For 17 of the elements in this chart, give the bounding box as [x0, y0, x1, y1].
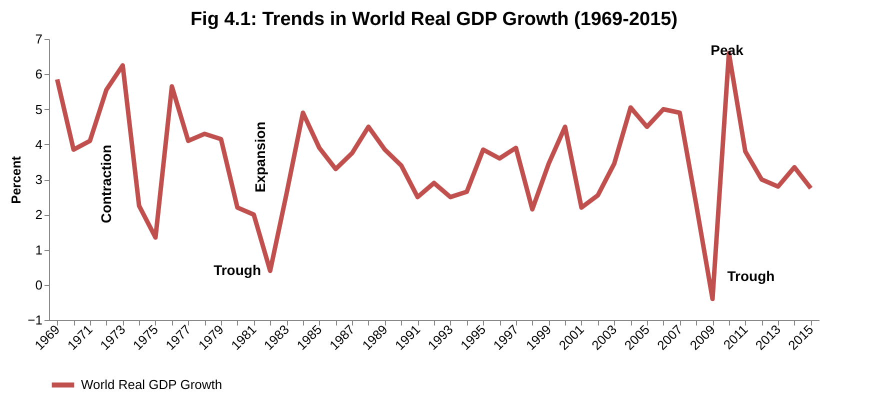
annotation: Trough	[214, 262, 261, 278]
chart-title: Fig 4.1: Trends in World Real GDP Growth (1969-2015)	[190, 9, 678, 30]
y-tick-label: 0	[35, 277, 42, 292]
y-tick-label: −1	[28, 312, 42, 328]
y-tick-label: 4	[35, 136, 42, 152]
annotation: Peak	[710, 42, 744, 58]
y-axis-title: Percent	[8, 155, 24, 204]
annotation: Contraction	[98, 144, 114, 224]
y-tick-label: 1	[35, 242, 42, 258]
y-tick-label: 5	[35, 102, 42, 117]
annotation: Expansion	[252, 122, 268, 192]
y-tick-label: 7	[35, 32, 42, 46]
y-tick-label: 3	[35, 172, 42, 187]
y-tick-label: 6	[35, 66, 42, 82]
annotation: Trough	[727, 268, 775, 284]
y-tick-label: 2	[35, 207, 42, 222]
legend-label: World Real GDP Growth	[81, 377, 222, 392]
